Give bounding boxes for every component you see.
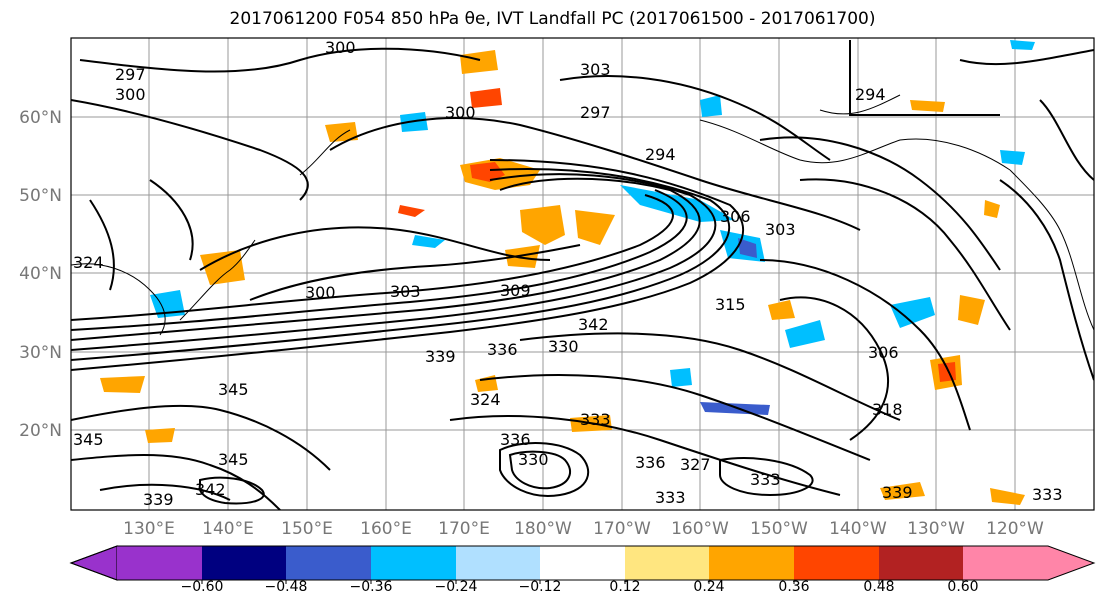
colorbar-labels: −0.60 −0.48 −0.36 −0.24 −0.12 0.12 0.24 0.36 0.4… <box>181 579 979 595</box>
contour-label: 318 <box>872 400 903 419</box>
contour-label: 333 <box>580 410 611 429</box>
longitude-label: 120°W <box>986 519 1044 539</box>
longitude-label: 150°E <box>281 519 333 539</box>
contour-label: 297 <box>580 103 611 122</box>
colorbar-segment <box>963 546 1094 580</box>
contour-label: 345 <box>218 380 249 399</box>
colorbar-segment <box>371 546 456 580</box>
colorbar-tick-label: 0.60 <box>947 579 978 595</box>
longitude-label: 140°W <box>829 519 887 539</box>
contour-label: 294 <box>645 145 676 164</box>
colorbar-extend-min <box>69 545 118 581</box>
colorbar-tick-label: −0.12 <box>519 579 562 595</box>
colorbar-tick-label: −0.60 <box>181 579 224 595</box>
longitude-label: 170°W <box>593 519 651 539</box>
map-panel <box>70 37 1095 511</box>
contour-label-layer: 297 300 300 300 303 294 297 294 306 303 … <box>73 38 1063 509</box>
colorbar-tick-label: −0.24 <box>435 579 478 595</box>
map-frame <box>70 37 1095 511</box>
contour-label: 300 <box>445 103 476 122</box>
contour-label: 333 <box>1032 485 1063 504</box>
colorbar-segment <box>540 546 625 580</box>
colorbar-tick-label: 0.36 <box>778 579 809 595</box>
contour-label: 303 <box>765 220 796 239</box>
longitude-label: 160°E <box>360 519 412 539</box>
contour-label: 330 <box>518 450 549 469</box>
contour-label: 336 <box>487 340 518 359</box>
coastlines <box>71 94 1094 336</box>
longitude-label: 130°W <box>907 519 965 539</box>
colorbar-segment <box>879 546 963 580</box>
contour-label: 336 <box>500 430 531 449</box>
longitude-labels: 130°E 140°E 150°E 160°E 170°E 180°W 170°W 160°W… <box>123 519 1044 539</box>
colorbar-segment <box>625 546 709 580</box>
contour-label: 345 <box>73 430 104 449</box>
longitude-label: 130°E <box>123 519 175 539</box>
map-title: 2017061200 F054 850 hPa θe, IVT Landfall… <box>229 9 876 29</box>
contour-label: 300 <box>325 38 356 57</box>
contour-label: 324 <box>470 390 501 409</box>
anomaly-shading <box>100 40 1035 505</box>
longitude-label: 170°E <box>438 519 490 539</box>
longitude-label: 150°W <box>750 519 808 539</box>
colorbar-segment <box>202 546 286 580</box>
contour-label: 345 <box>218 450 249 469</box>
latitude-label: 30°N <box>19 343 62 363</box>
colorbar-tick-label: −0.48 <box>265 579 308 595</box>
contour-label: 309 <box>500 281 531 300</box>
latitude-labels: 20°N 30°N 40°N 50°N 60°N <box>19 108 62 441</box>
colorbar <box>69 545 1096 581</box>
contour-label: 339 <box>143 490 174 509</box>
contour-label: 297 <box>115 65 146 84</box>
latitude-label: 20°N <box>19 421 62 441</box>
colorbar-segment <box>286 546 371 580</box>
contour-label: 342 <box>578 315 609 334</box>
longitude-label: 140°E <box>202 519 254 539</box>
colorbar-segment <box>794 546 879 580</box>
contour-label: 294 <box>855 85 886 104</box>
colorbar-segment <box>709 546 794 580</box>
latitude-label: 40°N <box>19 264 62 284</box>
contour-label: 306 <box>720 207 751 226</box>
contour-label: 330 <box>548 337 579 356</box>
colorbar-segment <box>456 546 540 580</box>
colorbar-tick-label: 0.12 <box>609 579 640 595</box>
colorbar-tick-label: 0.48 <box>863 579 894 595</box>
contour-label: 306 <box>868 343 899 362</box>
longitude-label: 180°W <box>514 519 572 539</box>
contour-label: 342 <box>195 480 226 499</box>
contour-label: 303 <box>580 60 611 79</box>
contour-label: 339 <box>882 483 913 502</box>
contour-label: 324 <box>73 253 104 272</box>
contour-label: 300 <box>115 85 146 104</box>
contour-label: 327 <box>680 455 711 474</box>
contour-label: 333 <box>655 488 686 507</box>
colorbar-outline <box>69 545 1096 581</box>
contour-label: 300 <box>305 283 336 302</box>
latitude-label: 50°N <box>19 186 62 206</box>
contour-label: 339 <box>425 347 456 366</box>
contour-label: 315 <box>715 295 746 314</box>
contour-label: 333 <box>750 470 781 489</box>
contour-label: 336 <box>635 453 666 472</box>
contour-label: 303 <box>390 282 421 301</box>
theta-e-contours <box>71 40 1094 510</box>
colorbar-segment <box>117 546 202 580</box>
colorbar-tick-label: 0.24 <box>693 579 724 595</box>
latitude-label: 60°N <box>19 108 62 128</box>
colorbar-tick-label: −0.36 <box>350 579 393 595</box>
longitude-label: 160°W <box>671 519 729 539</box>
